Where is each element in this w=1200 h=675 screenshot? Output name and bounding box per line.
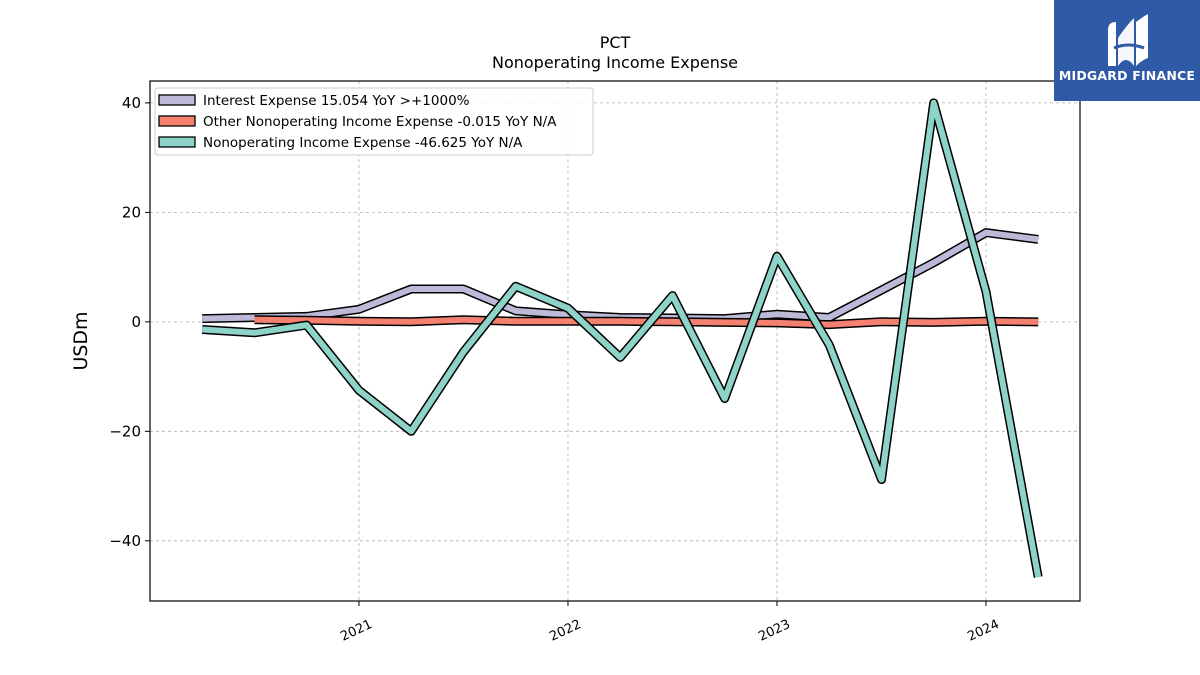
x-tick-label: 2022: [547, 617, 583, 645]
legend-label: Other Nonoperating Income Expense -0.015…: [203, 114, 557, 130]
y-axis-label: USDm: [70, 311, 92, 370]
midgard-finance-logo: MIDGARD FINANCE: [1054, 0, 1200, 101]
x-axis: 2021 2022 2023 2024: [338, 601, 1002, 645]
x-tick-label: 2023: [756, 617, 792, 645]
legend-box: [154, 87, 594, 156]
legend-swatch: [158, 136, 196, 148]
x-tick-label: 2024: [965, 617, 1001, 645]
y-tick-label: −40: [109, 532, 141, 550]
grid: [150, 81, 1080, 601]
logo-text: MIDGARD FINANCE: [1058, 68, 1196, 83]
series-2: [201, 98, 1043, 578]
legend: Interest Expense 15.054 YoY >+1000% Other…: [154, 87, 594, 156]
x-tick-label: 2021: [338, 617, 374, 645]
series-lines: [201, 98, 1043, 578]
logo-mark-icon: [1108, 14, 1148, 66]
legend-label: Interest Expense 15.054 YoY >+1000%: [203, 93, 470, 109]
y-tick-label: 0: [131, 313, 141, 331]
chart-title: PCT: [600, 33, 631, 52]
y-axis: −40 −20 0 20 40: [109, 94, 150, 550]
legend-swatch: [158, 94, 196, 106]
legend-swatch: [158, 115, 196, 127]
chart-subtitle: Nonoperating Income Expense: [492, 53, 738, 72]
y-tick-label: 40: [122, 94, 141, 112]
series-line: [202, 99, 1042, 578]
plot-frame: [149, 80, 1081, 602]
y-tick-label: 20: [122, 203, 141, 221]
legend-label: Nonoperating Income Expense -46.625 YoY …: [203, 135, 523, 151]
series-outline: [201, 98, 1043, 578]
y-tick-label: −20: [109, 422, 141, 440]
